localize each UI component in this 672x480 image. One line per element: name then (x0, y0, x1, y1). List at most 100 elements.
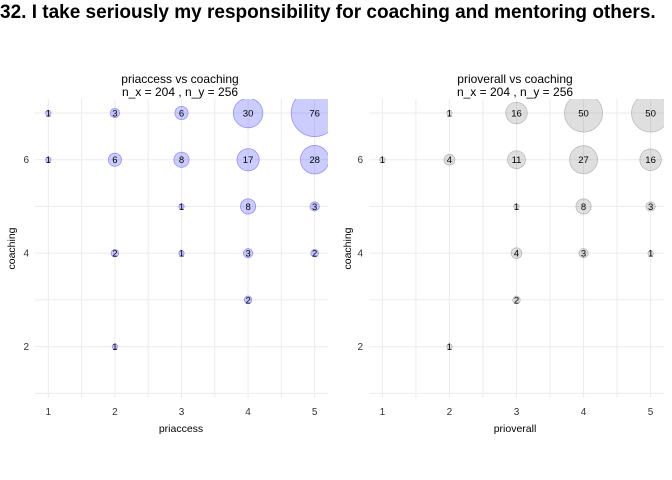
panel1-bubble (290, 99, 328, 137)
panel1-bubble-label: 6 (112, 155, 117, 166)
panel2-bubble (512, 295, 521, 305)
panel1-bubble-label: 8 (179, 155, 184, 166)
panel2-bubble (631, 99, 664, 133)
panel1-bubble-label: 1 (179, 249, 184, 260)
panel1-subtitle: n_x = 204 , n_y = 256 (122, 85, 238, 99)
panel2-x-tick-label: 5 (648, 407, 654, 418)
panel1-bubble (174, 106, 189, 121)
panel1-bubble (178, 250, 185, 257)
panel1-y-tick-label: 2 (23, 342, 29, 353)
figure-title: 32. I take seriously my responsibility f… (0, 2, 656, 23)
panel1-x-axis-title: priaccess (159, 423, 203, 435)
panel1-bubble-label: 6 (179, 109, 184, 120)
panel2-y-tick-label: 6 (357, 155, 363, 166)
panel1-x-tick-label: 3 (179, 407, 185, 418)
panel2-y-tick-label: 4 (357, 249, 363, 260)
panel2-bubble-label: 2 (514, 295, 519, 306)
panel2-bubble (507, 150, 526, 170)
panel1-x-tick-label: 5 (312, 407, 318, 418)
panel2-bubbles (379, 99, 664, 350)
panel1-bubble (45, 156, 52, 163)
panel2-bubble (639, 148, 662, 171)
panel2-title: prioverall vs coaching (457, 72, 572, 86)
panel2-bubble (645, 201, 656, 212)
panel1-bubble (299, 145, 328, 175)
panel2-bubble (510, 247, 523, 259)
panel2-bubble-label: 8 (581, 202, 586, 213)
panel1-bubble (45, 109, 52, 117)
panel2-x-axis-title: prioverall (494, 423, 537, 435)
panel2-bubble-label: 1 (447, 342, 452, 353)
panel2-bubble (446, 109, 453, 117)
panel1-title: priaccess vs coaching (121, 72, 238, 86)
panel1-bubble (232, 99, 264, 129)
panel2-bubble-label: 16 (645, 155, 656, 166)
panel1-bubble (111, 343, 119, 350)
panel1-bubble-label: 30 (243, 109, 254, 120)
panel1-bubble-label: 1 (112, 342, 117, 353)
panel2-bubble-label: 27 (578, 155, 589, 166)
panel2-bubble-label: 1 (648, 249, 653, 260)
panel2-bubble-label: 1 (380, 155, 385, 166)
panel1-x-tick-label: 2 (112, 407, 118, 418)
panel2-bubble (513, 203, 520, 210)
panel2-bubble-label: 50 (578, 109, 589, 120)
panel1-bubble (243, 248, 254, 259)
panel1-bubble (236, 148, 260, 172)
panel1-bubble (240, 198, 257, 215)
panel2-bubble (379, 156, 386, 163)
panel1-bubble-label: 3 (112, 109, 117, 120)
panel2-bubble (446, 343, 453, 350)
panel2-bubble-label: 16 (511, 109, 522, 120)
panel1-bubble-label: 76 (309, 109, 320, 120)
panel1-bubble-label: 1 (46, 109, 51, 120)
panel1-bubble-label: 8 (245, 202, 250, 213)
panel2-bubble-label: 11 (512, 155, 522, 166)
panel1-bubble-label: 3 (312, 202, 317, 213)
panel1-bubble (309, 201, 320, 212)
panel2-y-axis-title: coaching (342, 227, 354, 269)
panel2-bubble (569, 145, 598, 175)
panel1-y-tick-label: 6 (23, 155, 29, 166)
panel1-bubble (109, 107, 120, 119)
panel1-x-tick-label: 4 (245, 407, 251, 418)
panel1-bubble-label: 1 (46, 155, 51, 166)
panel2-bubble-label: 4 (447, 155, 452, 166)
panel2-bubble-label: 3 (648, 202, 653, 213)
panel1-bubbles (45, 99, 328, 350)
panel2-x-tick-label: 2 (447, 407, 453, 418)
panel2-bubble (505, 101, 528, 125)
panel1-y-tick-label: 4 (23, 249, 29, 260)
panel2-bubble-label: 4 (514, 249, 519, 260)
panel1-bubble (107, 152, 122, 167)
panel2-x-tick-label: 1 (380, 407, 386, 418)
panel2-bubble (647, 250, 654, 257)
panel1-bubble (173, 151, 190, 168)
panel1-bubble-label: 28 (309, 155, 320, 166)
panel2-bubble (443, 153, 456, 166)
panel2-bubble-label: 1 (447, 109, 452, 120)
panel2-x-tick-label: 4 (581, 407, 587, 418)
panel1-bubble (243, 295, 253, 305)
panel2-bubble (575, 198, 592, 215)
panel1-bubble-label: 2 (112, 249, 117, 260)
panel1-bubble (110, 248, 120, 258)
panel1-bubble-label: 17 (243, 155, 254, 166)
panel2-bubble-label: 50 (645, 109, 656, 120)
panel1-x-tick-label: 1 (46, 407, 52, 418)
panel2-bubble (578, 248, 589, 259)
panel2-bubble-label: 3 (581, 249, 586, 260)
panel1-bubble-label: 2 (312, 249, 317, 260)
panel1-bubble (310, 248, 319, 258)
panel2-x-tick-label: 3 (514, 407, 520, 418)
panel1-y-axis-title: coaching (6, 227, 18, 269)
panel1-bubble-label: 3 (245, 249, 250, 260)
panel1-bubble-label: 1 (179, 202, 184, 213)
panel2-bubble-label: 1 (514, 202, 519, 213)
panel2-subtitle: n_x = 204 , n_y = 256 (457, 85, 573, 99)
panel2-y-tick-label: 2 (357, 342, 363, 353)
panel1-bubble (178, 203, 185, 210)
panel2-bubble (564, 99, 604, 133)
panel1-bubble-label: 2 (245, 295, 250, 306)
